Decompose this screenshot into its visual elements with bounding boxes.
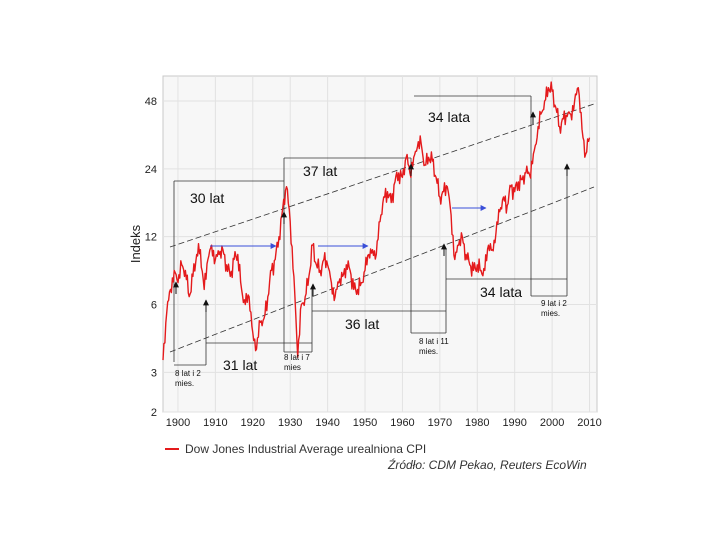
- source-note: Źródło: CDM Pekao, Reuters EcoWin: [388, 458, 587, 472]
- y-tick-label: 3: [151, 367, 157, 379]
- lower-trend-line: [169, 186, 595, 353]
- x-tick-label: 1910: [203, 417, 227, 429]
- y-tick-label: 48: [145, 96, 157, 108]
- x-tick-label: 1920: [241, 417, 265, 429]
- series-line: [162, 81, 591, 361]
- label-34-lata-bottom: 34 lata: [480, 284, 522, 300]
- label-37-lat: 37 lat: [303, 163, 337, 179]
- label-8-lat-11-mies: 8 lat i 11 mies.: [419, 337, 449, 356]
- y-axis: 2 3 6 12 24 48: [145, 96, 157, 419]
- x-tick-label: 2010: [577, 417, 601, 429]
- x-tick-label: 1990: [502, 417, 526, 429]
- x-tick-label: 1980: [465, 417, 489, 429]
- x-tick-label: 1940: [315, 417, 339, 429]
- legend-swatch: [165, 448, 179, 450]
- x-tick-label: 1970: [428, 417, 452, 429]
- y-axis-label: Indeks: [128, 224, 143, 263]
- x-tick-label: 1930: [278, 417, 302, 429]
- label-8-lat-7-mies: 8 lat i 7 mies: [284, 353, 310, 372]
- legend-label: Dow Jones Industrial Average urealniona …: [185, 442, 427, 456]
- label-31-lat: 31 lat: [223, 357, 257, 373]
- x-tick-label: 1950: [353, 417, 377, 429]
- x-tick-label: 2000: [540, 417, 564, 429]
- gridlines: [163, 76, 597, 413]
- label-9-lat-2-mies: 9 lat i 2 mies.: [541, 299, 567, 318]
- label-8-lat-2-mies: 8 lat i 2 mies.: [175, 369, 201, 388]
- y-tick-label: 24: [145, 164, 157, 176]
- y-tick-label: 6: [151, 300, 157, 312]
- label-34-lata-top: 34 lata: [428, 109, 470, 125]
- x-tick-label: 1960: [390, 417, 414, 429]
- plot-area: [162, 75, 598, 413]
- x-axis: 1900 1910 1920 1930 1940 1950 1960 1970 1980 1990…: [166, 417, 602, 429]
- legend: Dow Jones Industrial Average urealniona …: [165, 442, 426, 456]
- upper-trend-line: [169, 103, 595, 248]
- label-30-lat: 30 lat: [190, 190, 224, 206]
- y-tick-label: 12: [145, 232, 157, 244]
- x-tick-label: 1900: [166, 417, 190, 429]
- label-36-lat: 36 lat: [345, 316, 379, 332]
- y-tick-label: 2: [151, 407, 157, 419]
